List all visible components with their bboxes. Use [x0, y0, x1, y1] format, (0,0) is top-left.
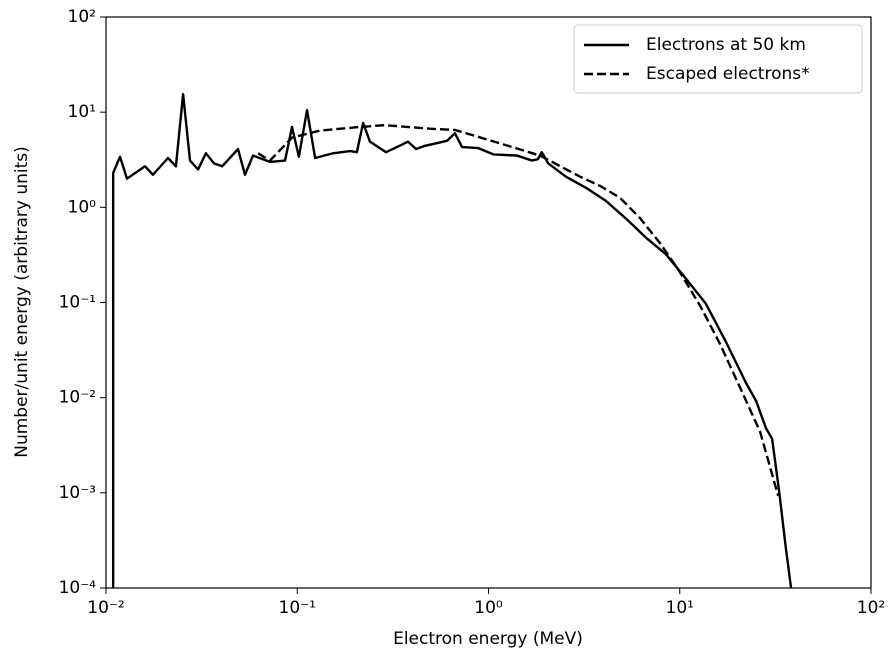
y-tick-label: 10⁻² [59, 388, 96, 408]
x-tick-label: 10² [857, 598, 885, 618]
x-axis-label: Electron energy (MeV) [393, 629, 583, 649]
legend-label: Escaped electrons* [646, 64, 810, 84]
x-tick-label: 10⁻¹ [279, 598, 316, 618]
plot-lines [111, 92, 793, 588]
legend-box [573, 24, 863, 94]
y-tick-label: 10¹ [68, 102, 96, 122]
y-axis-label: Number/unit energy (arbitrary units) [12, 146, 32, 458]
y-tick-label: 10⁻⁴ [59, 578, 97, 598]
series-line [111, 92, 793, 588]
series-line [257, 123, 780, 497]
legend-label: Electrons at 50 km [646, 35, 806, 55]
x-tick-label: 10⁰ [474, 598, 503, 618]
y-tick-label: 10⁻³ [59, 483, 96, 503]
plot-frame [105, 16, 872, 589]
y-tick-label: 10⁰ [68, 197, 97, 217]
y-tick-label: 10² [68, 7, 96, 27]
x-tick-label: 10⁻² [87, 598, 124, 618]
x-tick-label: 10¹ [666, 598, 694, 618]
y-tick-label: 10⁻¹ [59, 293, 96, 313]
